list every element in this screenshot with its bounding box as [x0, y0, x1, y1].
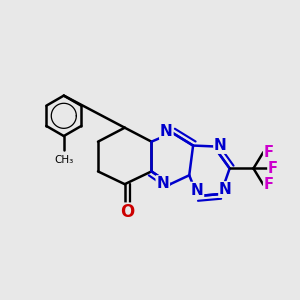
Text: N: N: [219, 182, 232, 197]
Text: N: N: [160, 124, 173, 139]
Text: F: F: [264, 177, 274, 192]
Text: O: O: [120, 203, 134, 221]
Text: F: F: [264, 145, 274, 160]
Text: CH₃: CH₃: [54, 155, 74, 165]
Text: F: F: [268, 161, 278, 176]
Text: N: N: [156, 176, 169, 191]
Text: N: N: [214, 138, 227, 153]
Text: N: N: [190, 183, 203, 198]
